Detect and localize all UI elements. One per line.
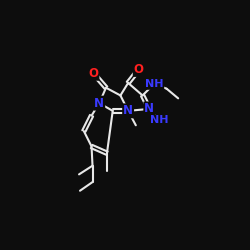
- Text: O: O: [134, 63, 144, 76]
- Text: O: O: [88, 67, 99, 80]
- Text: N: N: [144, 102, 154, 116]
- Text: NH: NH: [150, 116, 168, 126]
- Text: NH: NH: [145, 79, 163, 89]
- Text: N: N: [94, 97, 104, 110]
- Text: N: N: [123, 104, 133, 117]
